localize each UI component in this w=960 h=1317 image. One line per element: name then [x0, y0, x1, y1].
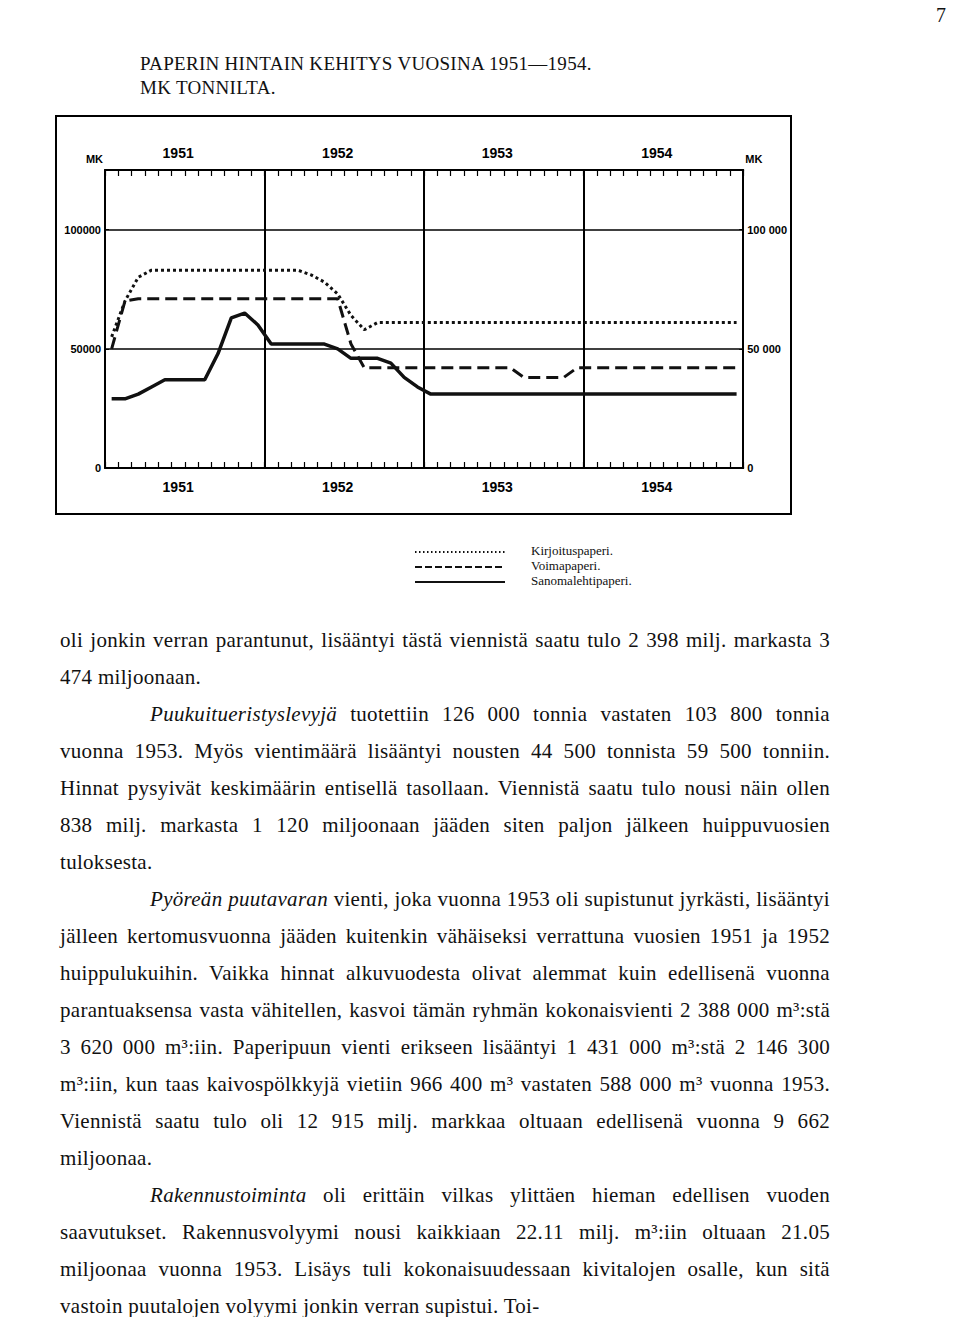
- svg-text:1954: 1954: [641, 145, 672, 161]
- svg-text:1953: 1953: [482, 479, 513, 495]
- svg-text:1953: 1953: [482, 145, 513, 161]
- html-text:Sanomalehtipaperi.: Sanomalehtipaperi.: [531, 573, 632, 588]
- svg-text:1954: 1954: [641, 479, 672, 495]
- html-text:PAPERIN HINTAIN KEHITYS VUOSIN: PAPERIN HINTAIN KEHITYS VUOSINA 1951—195…: [140, 53, 592, 74]
- html-text:Puukuitueristyslevyjä tuotetti: Puukuitueristyslevyjä tuotettiin 126 000…: [60, 702, 830, 874]
- svg-text:50000: 50000: [70, 343, 101, 355]
- svg-text:0: 0: [95, 462, 101, 474]
- svg-text:50 000: 50 000: [747, 343, 781, 355]
- html-text:oli jonkin verran parantunut,: oli jonkin verran parantunut, lisääntyi …: [60, 628, 830, 689]
- html-text:Rakennustoiminta oli erittäin: Rakennustoiminta oli erittäin vilkas yli…: [60, 1183, 830, 1317]
- html-text:MK TONNILTA.: MK TONNILTA.: [140, 77, 276, 98]
- svg-text:MK: MK: [745, 153, 762, 165]
- html-text:Voimapaperi.: Voimapaperi.: [531, 558, 601, 573]
- svg-text:1952: 1952: [322, 479, 353, 495]
- svg-text:100 000: 100 000: [747, 224, 787, 236]
- html-text:Pyöreän puutavaran vienti, jok: Pyöreän puutavaran vienti, joka vuonna 1…: [60, 887, 830, 1170]
- svg-text:1951: 1951: [163, 479, 194, 495]
- svg-text:1952: 1952: [322, 145, 353, 161]
- svg-text:100000: 100000: [64, 224, 101, 236]
- svg-text:0: 0: [747, 462, 753, 474]
- svg-text:MK: MK: [86, 153, 103, 165]
- html-text:7: 7: [936, 4, 946, 26]
- svg-text:1951: 1951: [163, 145, 194, 161]
- html-text:Kirjoituspaperi.: Kirjoituspaperi.: [531, 543, 613, 558]
